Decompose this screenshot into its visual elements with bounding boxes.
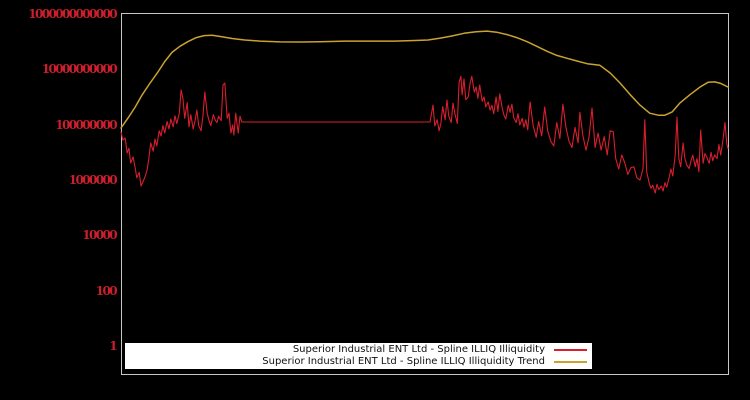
y-tick-label: 100 bbox=[95, 283, 118, 298]
y-tick-label: 10000000000 bbox=[41, 62, 118, 77]
illiquidity-series-line bbox=[120, 75, 729, 194]
y-tick-label: 1000000 bbox=[68, 173, 118, 187]
y-tick-label: 10000 bbox=[82, 228, 117, 243]
plot-frame bbox=[121, 13, 729, 375]
legend-item: Superior Industrial ENT Ltd - Spline ILL… bbox=[127, 356, 587, 368]
y-tick-label: 100000000 bbox=[55, 117, 117, 132]
legend-label: Superior Industrial ENT Ltd - Spline ILL… bbox=[262, 356, 545, 367]
legend: Superior Industrial ENT Ltd - Spline ILL… bbox=[125, 343, 592, 369]
legend-label: Superior Industrial ENT Ltd - Spline ILL… bbox=[292, 344, 545, 355]
trend-series-line bbox=[120, 30, 729, 129]
legend-item: Superior Industrial ENT Ltd - Spline ILL… bbox=[127, 344, 587, 356]
legend-line-swatch bbox=[554, 349, 587, 351]
y-tick-label: 1 bbox=[109, 339, 117, 353]
y-tick-label: 1000000000000 bbox=[28, 7, 117, 21]
legend-line-swatch bbox=[554, 361, 587, 363]
